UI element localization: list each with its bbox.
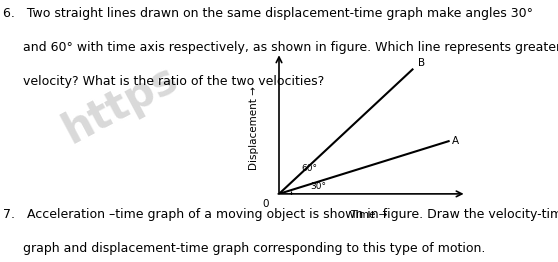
Text: velocity? What is the ratio of the two velocities?: velocity? What is the ratio of the two v… — [3, 75, 324, 88]
Text: graph and displacement-time graph corresponding to this type of motion.: graph and displacement-time graph corres… — [3, 242, 485, 255]
Text: 6.   Two straight lines drawn on the same displacement-time graph make angles 30: 6. Two straight lines drawn on the same … — [3, 7, 533, 20]
Text: B: B — [418, 58, 425, 68]
Text: 0: 0 — [263, 199, 270, 209]
Text: 7.   Acceleration –time graph of a moving object is shown in figure. Draw the ve: 7. Acceleration –time graph of a moving … — [3, 208, 558, 221]
Text: and 60° with time axis respectively, as shown in figure. Which line represents g: and 60° with time axis respectively, as … — [3, 41, 558, 54]
Text: https: https — [56, 57, 185, 152]
Text: 30°: 30° — [311, 182, 326, 190]
Text: Displacement →: Displacement → — [249, 86, 259, 170]
Text: 60°: 60° — [301, 165, 317, 173]
Text: Time →: Time → — [350, 210, 387, 220]
Text: A: A — [452, 136, 459, 146]
